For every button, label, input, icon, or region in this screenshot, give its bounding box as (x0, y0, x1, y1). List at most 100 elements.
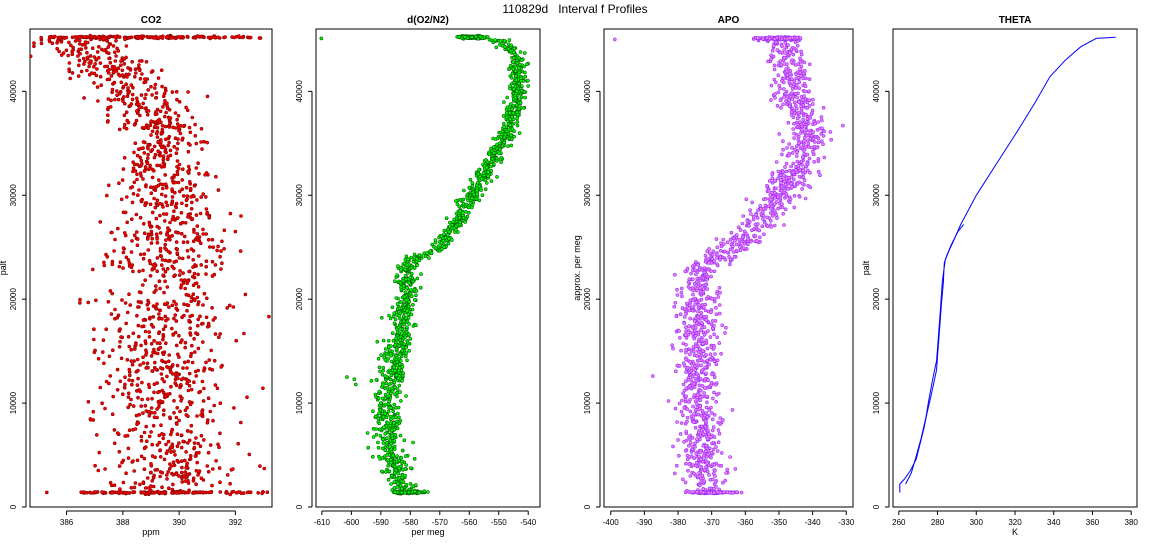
data-point (398, 352, 402, 357)
data-point (822, 155, 827, 160)
data-point (511, 111, 516, 115)
data-point (160, 127, 165, 132)
data-point (405, 358, 409, 363)
data-point (780, 205, 785, 210)
data-point (439, 234, 444, 238)
data-point (95, 85, 100, 89)
data-point (713, 480, 718, 485)
data-point (721, 237, 726, 242)
data-point (116, 490, 121, 494)
data-point (794, 82, 799, 87)
data-point (709, 310, 713, 315)
data-point (194, 436, 198, 440)
data-point (241, 35, 245, 40)
data-point (802, 60, 807, 65)
data-point (690, 277, 695, 282)
data-point (153, 455, 157, 460)
data-point (143, 203, 147, 207)
data-point (135, 243, 140, 247)
data-point (718, 416, 723, 420)
data-point (803, 196, 808, 201)
data-point (59, 53, 64, 57)
data-point (508, 84, 512, 88)
data-point (141, 140, 146, 144)
data-point (519, 58, 524, 63)
plot-area (612, 35, 845, 496)
data-point (195, 238, 200, 242)
data-point (706, 378, 710, 383)
data-point (143, 77, 147, 81)
data-point (509, 143, 514, 148)
data-point (197, 172, 201, 176)
data-point (183, 408, 188, 413)
data-point (389, 353, 394, 358)
data-point (765, 215, 769, 220)
data-point (455, 202, 460, 206)
data-point (137, 269, 141, 274)
data-point (387, 393, 392, 398)
data-point (125, 195, 129, 199)
data-point (191, 292, 196, 297)
data-point (395, 273, 400, 278)
data-point (121, 480, 126, 485)
data-point (690, 374, 695, 379)
data-point (377, 389, 382, 394)
data-point (384, 351, 389, 356)
data-point (714, 399, 719, 404)
data-point (159, 372, 164, 376)
data-point (186, 414, 190, 419)
data-point (147, 167, 151, 172)
data-point (123, 210, 128, 215)
data-point (117, 181, 121, 185)
data-point (170, 490, 174, 495)
data-point (200, 409, 204, 414)
data-point (220, 261, 224, 266)
data-point (387, 313, 391, 318)
data-point (458, 198, 463, 202)
data-point (163, 219, 167, 223)
data-point (32, 44, 36, 49)
data-point (394, 468, 399, 473)
data-point (697, 337, 701, 342)
data-point (44, 490, 49, 495)
data-point (144, 348, 148, 353)
data-point (197, 235, 202, 239)
data-point (494, 156, 499, 161)
data-point (484, 181, 489, 185)
y-tick-label: 10000 (295, 391, 304, 414)
data-point (127, 89, 132, 94)
data-point (744, 197, 749, 202)
data-point (816, 140, 821, 145)
data-point (178, 269, 182, 273)
data-point (160, 400, 165, 404)
data-point (101, 350, 105, 354)
data-point (711, 425, 716, 429)
data-point (174, 306, 178, 311)
data-point (177, 418, 181, 423)
data-point (512, 50, 516, 55)
data-point (765, 183, 769, 188)
data-point (158, 246, 163, 251)
data-point (769, 225, 774, 229)
data-point (394, 415, 398, 420)
data-point (168, 220, 172, 225)
data-point (180, 480, 184, 484)
data-point (196, 284, 201, 289)
data-point (155, 415, 159, 420)
data-point (208, 245, 212, 249)
data-point (155, 224, 159, 229)
data-point (397, 362, 402, 366)
data-point (153, 112, 158, 117)
data-point (373, 414, 378, 419)
data-point (192, 183, 197, 188)
data-point (508, 117, 512, 121)
data-point (146, 233, 151, 238)
data-point (288, 35, 291, 38)
data-point (111, 44, 116, 48)
data-point (713, 468, 717, 473)
data-point (380, 372, 385, 377)
data-point (741, 214, 746, 218)
data-point (160, 316, 164, 321)
data-point (179, 382, 183, 387)
data-point (689, 366, 694, 370)
